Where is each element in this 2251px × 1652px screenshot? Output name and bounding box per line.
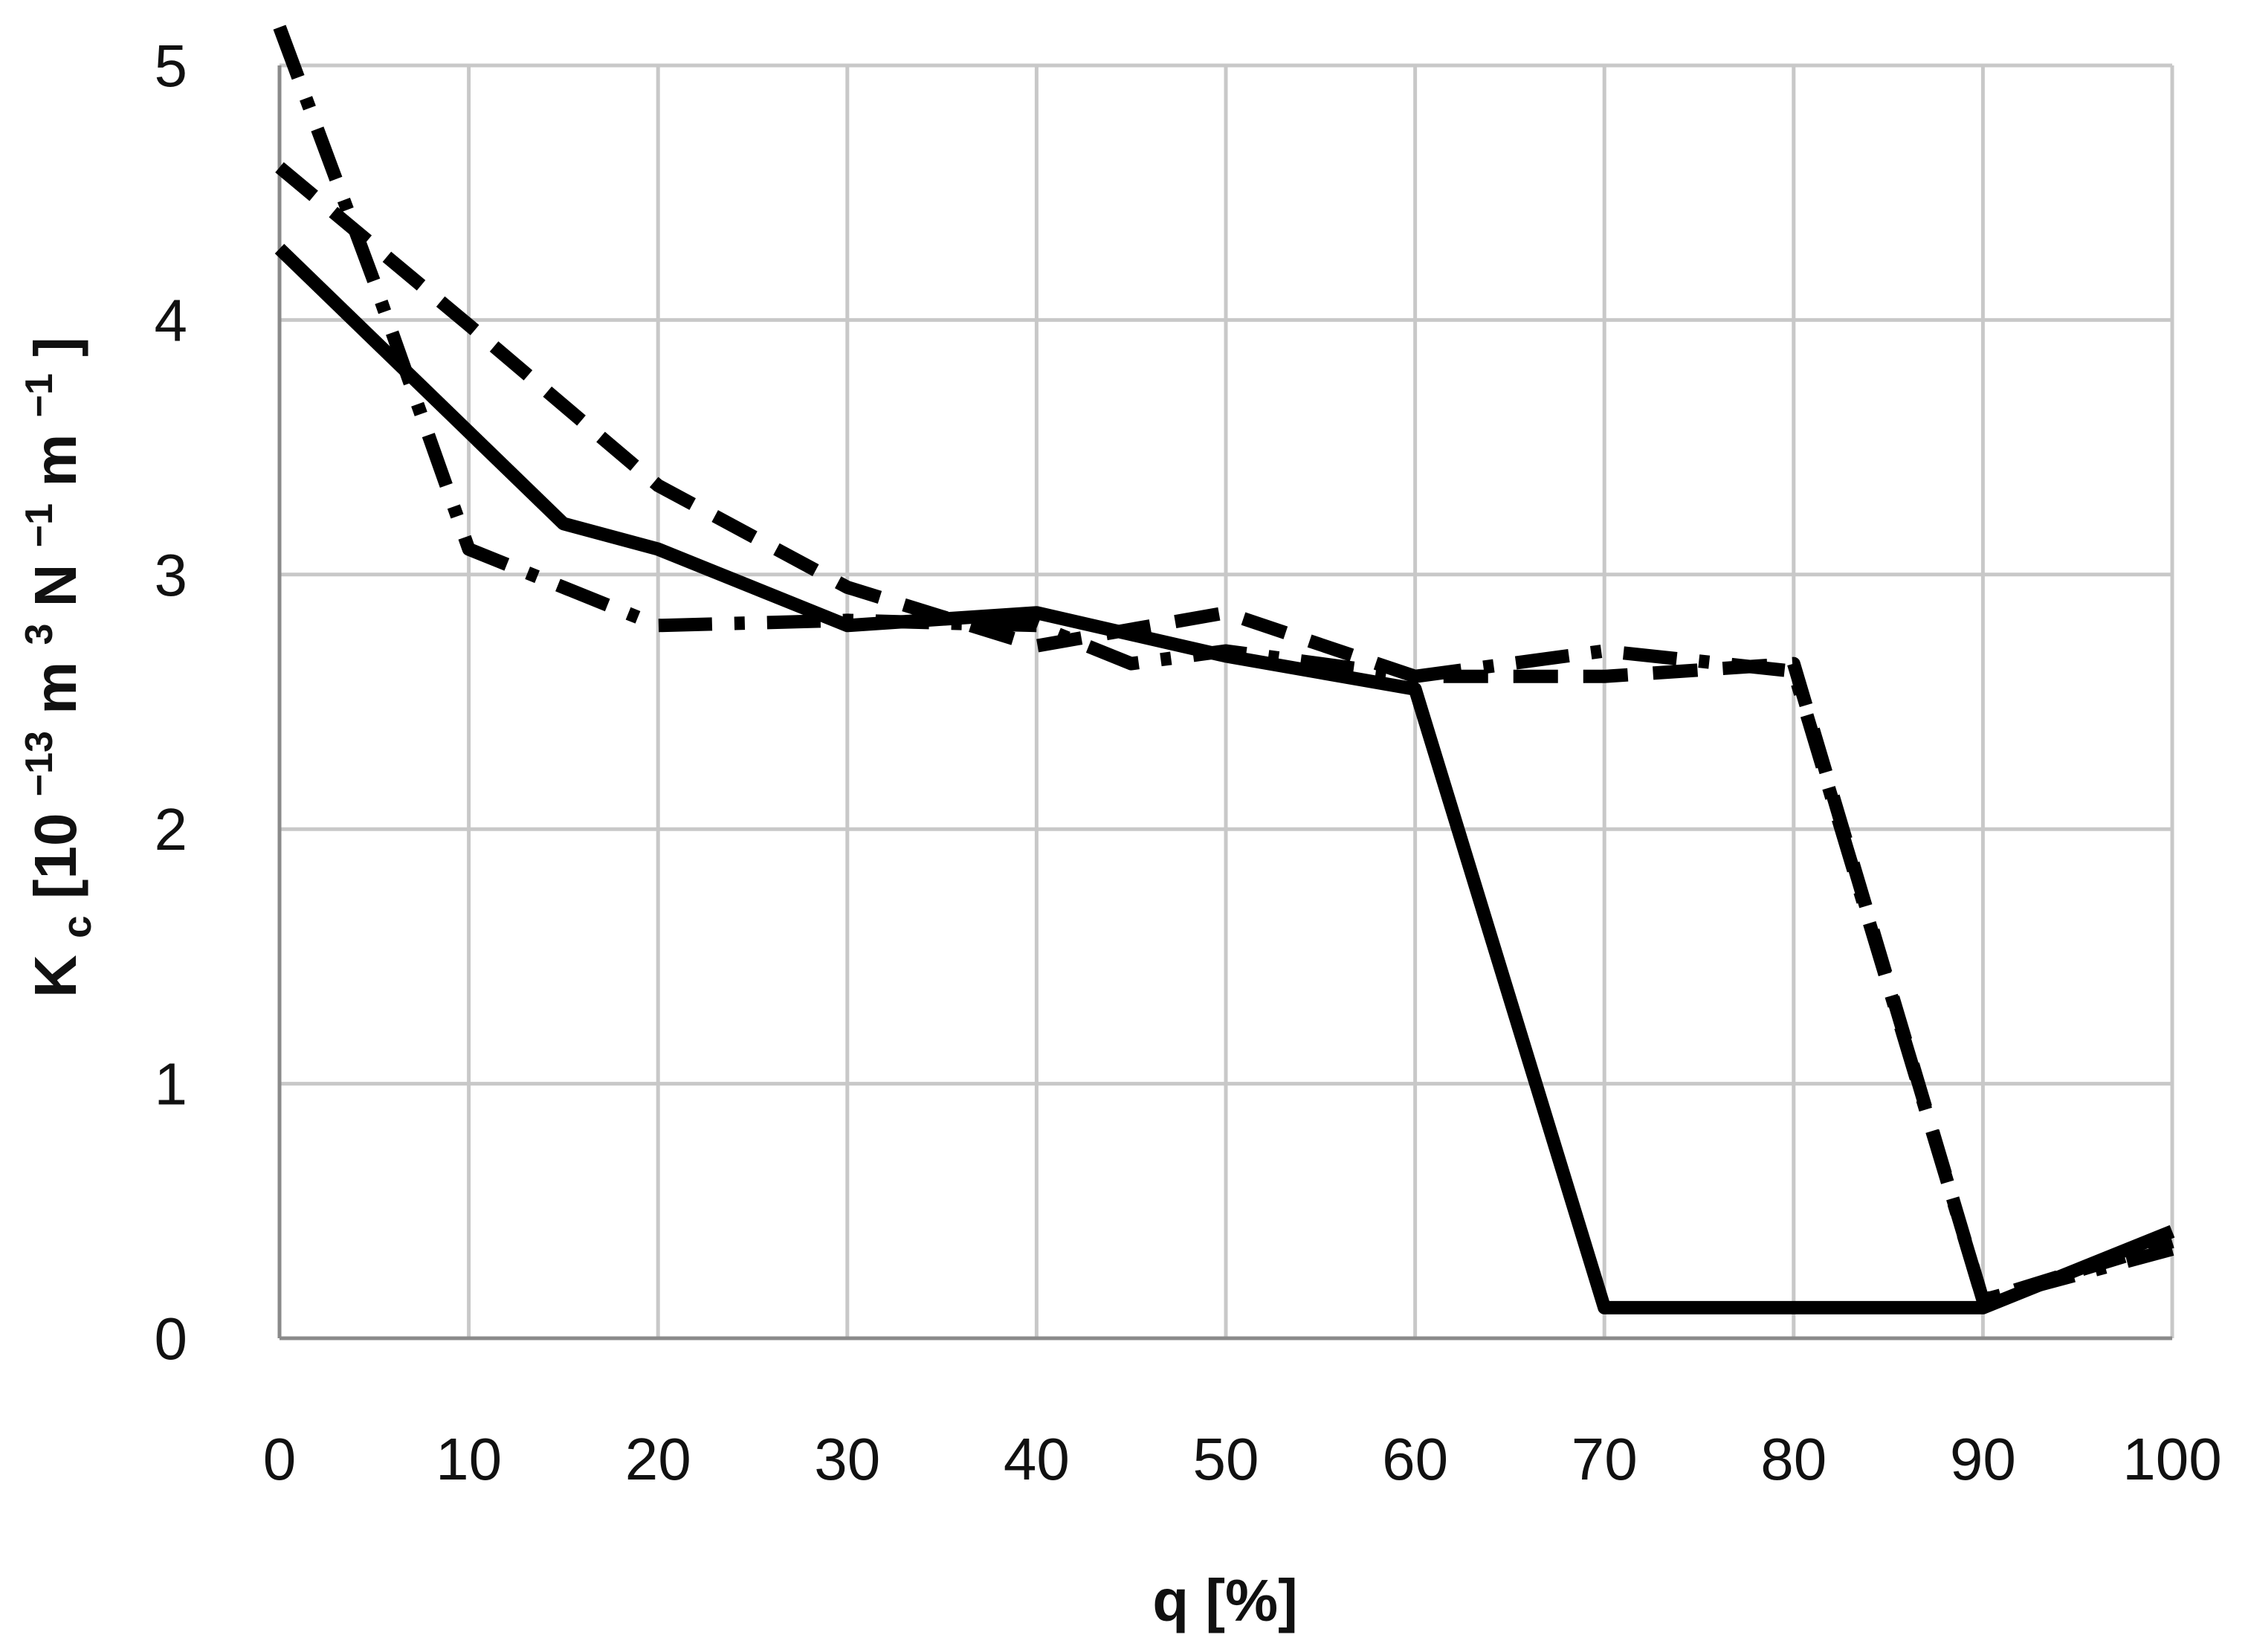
y-axis-title-exp3: −1 — [18, 503, 61, 547]
x-tick-label-6: 60 — [1382, 1426, 1448, 1492]
grid — [280, 63, 2174, 1338]
y-axis-title-exp1: −13 — [18, 731, 61, 796]
x-tick-label-7: 70 — [1572, 1426, 1638, 1492]
series-line-dashed — [275, 162, 2174, 1307]
x-axis-title: q [%] — [1152, 1567, 1298, 1633]
y-axis-title-m2: m — [22, 434, 88, 487]
series-group — [273, 25, 2175, 1314]
y-axis-title-n: N — [22, 564, 88, 607]
y-axis-title-unit-close: ] — [22, 337, 88, 357]
series-line-dash-dot — [273, 25, 2174, 1307]
y-tick-label-3: 3 — [155, 542, 188, 608]
y-tick-label-5: 5 — [155, 33, 188, 99]
y-tick-label-2: 2 — [155, 796, 188, 862]
tick-labels: 0 10 20 30 40 50 60 70 80 90 100 0 1 2 3 4 5 — [155, 33, 2222, 1492]
x-tick-label-0: 0 — [263, 1426, 297, 1492]
x-tick-label-4: 40 — [1004, 1426, 1070, 1492]
y-axis-title-symbol: K — [22, 955, 88, 998]
x-tick-label-9: 90 — [1950, 1426, 2016, 1492]
y-tick-label-1: 1 — [155, 1051, 188, 1117]
x-tick-label-1: 10 — [436, 1426, 502, 1492]
x-tick-label-10: 100 — [2122, 1426, 2221, 1492]
y-axis-title-exp2: 3 — [18, 624, 61, 645]
y-axis-title-exp4: −1 — [18, 373, 61, 417]
y-axis-title-m1: m — [22, 662, 88, 714]
y-tick-label-0: 0 — [155, 1306, 188, 1372]
y-axis-title: K c [10 −13 m 3 N −1 m −1 ] — [0, 337, 103, 998]
y-axis-title-subscript: c — [54, 915, 100, 938]
y-tick-label-4: 4 — [155, 287, 188, 353]
x-tick-label-2: 20 — [625, 1426, 691, 1492]
x-tick-label-3: 30 — [814, 1426, 880, 1492]
axes — [277, 65, 2172, 1340]
x-tick-label-8: 80 — [1760, 1426, 1827, 1492]
x-tick-label-5: 50 — [1193, 1426, 1259, 1492]
y-axis-title-unit-open: [10 — [22, 813, 88, 900]
